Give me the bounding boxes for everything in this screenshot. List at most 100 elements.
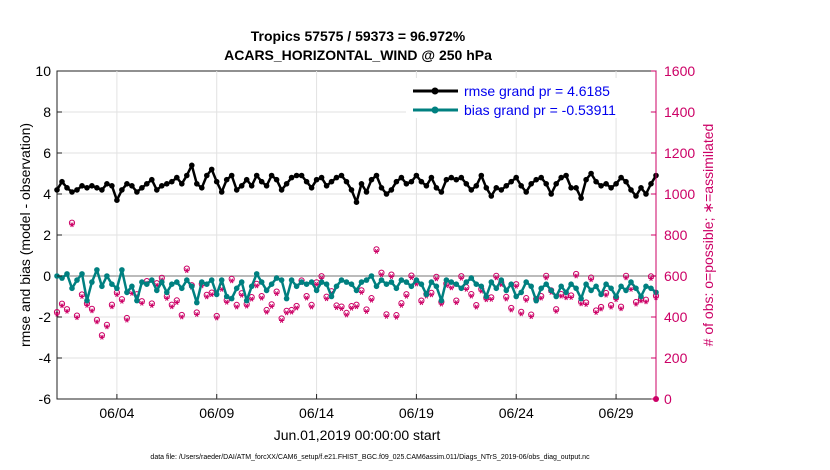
obs-assimilated-marker (323, 296, 330, 302)
obs-assimilated-marker (84, 302, 90, 308)
asterisk-stroke (269, 303, 274, 309)
asterisk-stroke (489, 296, 494, 302)
rmse-series-point (298, 172, 305, 179)
rmse-series-point (533, 176, 539, 183)
bias-series-point (149, 277, 155, 283)
rmse-series-point (129, 183, 135, 189)
y-right-tick-label: 1600 (664, 63, 695, 79)
x-tick-label: 06/19 (399, 405, 434, 421)
bias-series-point (553, 293, 559, 300)
rmse-series-point (503, 183, 510, 189)
obs-assimilated-marker (184, 268, 190, 274)
bias-series-point (204, 281, 210, 288)
obs-assimilated-marker (538, 295, 544, 301)
obs-assimilated-marker (54, 311, 60, 317)
bias-series-point (238, 279, 245, 285)
bias-series-point (488, 279, 495, 285)
legend-rmse-label: rmse grand pr = 4.6185 (464, 83, 610, 99)
asterisk-stroke (224, 299, 229, 305)
obs-assimilated-marker (234, 304, 240, 310)
asterisk-stroke (259, 295, 264, 301)
obs-assimilated-marker (608, 304, 614, 310)
obs-assimilated-marker (563, 295, 569, 301)
obs-assimilated-marker (358, 289, 365, 295)
rmse-series-point (618, 174, 624, 181)
rmse-series-point (204, 172, 210, 179)
obs-assimilated-marker (493, 275, 499, 281)
rmse-series-point (368, 176, 375, 183)
rmse-series-point (518, 183, 524, 189)
rmse-series-point (179, 181, 185, 187)
rmse-series-point (423, 183, 430, 189)
obs-assimilated-marker (124, 317, 130, 323)
rmse-series-point (243, 176, 250, 183)
rmse-series-point (169, 178, 175, 185)
obs-assimilated-marker (428, 292, 434, 298)
rmse-series-point (523, 189, 529, 195)
bias-series-point (184, 277, 190, 283)
rmse-series-point (233, 187, 240, 193)
bias-series-point (563, 289, 569, 296)
asterisk-stroke (604, 292, 608, 298)
obs-assimilated-marker (368, 297, 375, 303)
bias-series-point (213, 291, 220, 298)
obs-assimilated-marker (343, 312, 350, 318)
bias-series-point (318, 279, 325, 285)
bias-series-point (79, 271, 85, 277)
asterisk-stroke (634, 301, 638, 307)
bias-series-point (84, 297, 90, 304)
asterisk-stroke (574, 273, 578, 279)
y-left-tick-label: -2 (39, 309, 52, 325)
asterisk-stroke (85, 302, 89, 308)
rmse-series-point (89, 183, 95, 189)
x-tick-label: 06/09 (199, 405, 234, 421)
obs-assimilated-marker (523, 297, 529, 303)
rmse-series-point (528, 181, 534, 187)
obs-assimilated-marker (468, 293, 474, 299)
rmse-series-point (313, 176, 320, 183)
asterisk-stroke (449, 285, 454, 291)
asterisk-stroke (419, 300, 424, 306)
rmse-series-point (458, 174, 465, 181)
asterisk-stroke (529, 314, 533, 320)
obs-assimilated-marker (114, 292, 120, 298)
obs-assimilated-marker (458, 275, 464, 281)
obs-assimilated-marker (269, 303, 275, 309)
obs-assimilated-marker (274, 291, 280, 297)
bias-series-point (74, 277, 80, 283)
asterisk-stroke (554, 308, 558, 314)
asterisk-stroke (254, 283, 259, 289)
asterisk-stroke (274, 291, 279, 297)
bias-series-point (363, 277, 370, 283)
obs-assimilated-marker (578, 301, 584, 307)
bias-series-point (468, 275, 475, 281)
asterisk-stroke (609, 304, 613, 310)
asterisk-stroke (60, 303, 64, 309)
asterisk-stroke (569, 295, 573, 301)
asterisk-stroke (619, 306, 623, 312)
rmse-series-point (468, 187, 475, 193)
rmse-series-point (303, 178, 310, 185)
legend: rmse grand pr = 4.6185 bias grand pr = -… (406, 78, 650, 118)
obs-assimilated-marker (628, 286, 634, 292)
asterisk-stroke (110, 304, 114, 310)
series-layer (54, 162, 659, 306)
obs-assimilated-marker (643, 299, 649, 305)
rmse-series-point (448, 174, 455, 181)
x-tick-label: 06/04 (99, 405, 134, 421)
rmse-series-point (109, 183, 115, 189)
bias-series-point (378, 277, 385, 283)
bias-series-point (458, 285, 465, 292)
bias-series-point (593, 283, 599, 290)
bias-series-point (558, 283, 564, 290)
bias-series-point (598, 291, 604, 298)
asterisk-stroke (284, 310, 289, 316)
asterisk-stroke (594, 309, 598, 316)
y-right-tick-label: 1400 (664, 104, 695, 120)
obs-assimilated-marker (214, 315, 220, 321)
bias-series-point (288, 277, 295, 283)
rmse-series-point (353, 199, 360, 205)
obs-assimilated-marker (593, 309, 599, 316)
obs-assimilated-marker (513, 283, 519, 289)
bias-series-point (293, 283, 300, 290)
